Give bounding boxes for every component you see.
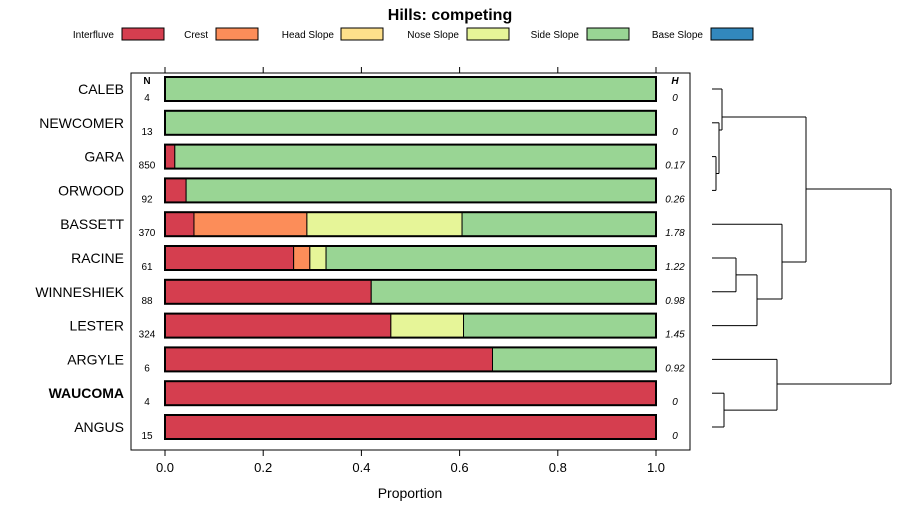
plot-border <box>130 72 691 451</box>
legend-swatch-1 <box>215 27 259 41</box>
h-value: 0.92 <box>665 363 685 374</box>
bar-orwood-interfluve <box>164 177 187 203</box>
bar-argyle-side-slope <box>491 346 657 372</box>
category-label: WAUCOMA <box>49 385 124 401</box>
bar-outline-winneshiek <box>164 278 657 305</box>
bar-angus-interfluve <box>164 414 657 440</box>
bar-outline-caleb <box>164 76 657 102</box>
bar-outline-lester <box>164 312 657 339</box>
x-tick-label: 0.6 <box>451 460 469 475</box>
category-label: LESTER <box>70 318 124 334</box>
bar-gara-side-slope <box>174 144 657 170</box>
n-value: 92 <box>141 194 153 205</box>
h-value: 1.78 <box>665 228 685 239</box>
category-label: NEWCOMER <box>39 115 124 131</box>
h-header: H <box>671 76 679 87</box>
x-tick-label: 0.2 <box>254 460 272 475</box>
legend-swatch-4 <box>586 27 630 41</box>
x-axis-label: Proportion <box>378 485 443 501</box>
n-value: 6 <box>144 363 150 374</box>
bar-bassett-side-slope <box>461 211 657 237</box>
bar-lester-nose-slope <box>390 313 465 339</box>
n-value: 13 <box>141 127 153 138</box>
legend-label-3: Nose Slope <box>407 30 459 41</box>
h-value: 0 <box>672 431 678 442</box>
bar-group <box>164 76 657 440</box>
n-value: 4 <box>144 93 150 104</box>
bar-orwood-side-slope <box>185 177 657 203</box>
bar-lester-side-slope <box>463 313 657 339</box>
legend-label-1: Crest <box>184 30 208 41</box>
bar-lester-interfluve <box>164 313 392 339</box>
bar-racine-nose-slope <box>309 245 327 271</box>
bar-racine-interfluve <box>164 245 295 271</box>
bar-winneshiek-side-slope <box>370 279 657 305</box>
bar-newcomer-side-slope <box>164 110 657 136</box>
legend-swatch-5 <box>710 27 754 41</box>
n-value: 4 <box>144 397 150 408</box>
bar-outline-gara <box>164 143 657 170</box>
category-label: ARGYLE <box>67 351 124 367</box>
n-labels: N 4 13 850 92 370 61 88 324 6 4 15 <box>139 76 156 442</box>
dendrogram <box>712 88 892 428</box>
category-label: GARA <box>84 149 124 165</box>
h-value: 1.22 <box>665 262 685 273</box>
category-label: RACINE <box>71 250 124 266</box>
h-value: 0.17 <box>665 161 685 172</box>
category-label: ORWOOD <box>58 182 124 198</box>
bar-outline-orwood <box>164 177 657 204</box>
legend-swatch-2 <box>340 27 384 41</box>
bar-outline-angus <box>164 414 657 440</box>
category-label: CALEB <box>78 81 124 97</box>
h-value: 0 <box>672 93 678 104</box>
n-value: 850 <box>139 161 156 172</box>
bar-outline-argyle <box>164 346 657 373</box>
x-axis-ticks: 0.0 0.2 0.4 0.6 0.8 1.0 <box>156 67 665 475</box>
bar-racine-side-slope <box>325 245 657 271</box>
bar-waucoma-interfluve <box>164 380 657 406</box>
n-value: 370 <box>139 228 156 239</box>
legend-swatch-3 <box>466 27 510 41</box>
h-value: 1.45 <box>665 330 685 341</box>
category-label: BASSETT <box>60 216 124 232</box>
legend: Interfluve Crest Head Slope Nose Slope Side … <box>73 27 754 41</box>
x-tick-label: 0.8 <box>549 460 567 475</box>
h-value: 0 <box>672 397 678 408</box>
category-label: WINNESHIEK <box>35 284 124 300</box>
h-value: 0.26 <box>665 194 685 205</box>
legend-swatch-0 <box>121 27 165 41</box>
bar-outline-bassett <box>164 211 657 238</box>
plot-area <box>130 72 691 451</box>
bar-outline-racine <box>164 245 657 271</box>
n-value: 61 <box>141 262 153 273</box>
bar-caleb-side-slope <box>164 76 657 102</box>
n-value: 324 <box>139 330 156 341</box>
category-label: ANGUS <box>74 419 124 435</box>
bar-gara-interfluve <box>164 144 176 170</box>
bar-racine-crest <box>293 245 311 271</box>
bar-argyle-interfluve <box>164 346 493 372</box>
bar-outline-waucoma <box>164 380 657 407</box>
bar-bassett-nose-slope <box>306 211 463 237</box>
category-labels: CALEB NEWCOMER GARA ORWOOD BASSETT RACINE WINN… <box>35 81 124 435</box>
bar-bassett-crest <box>193 211 308 237</box>
bar-winneshiek-interfluve <box>164 279 372 305</box>
legend-label-2: Head Slope <box>282 30 335 41</box>
h-value: 0.98 <box>665 296 685 307</box>
legend-label-0: Interfluve <box>73 30 115 41</box>
n-value: 88 <box>141 296 153 307</box>
x-tick-label: 1.0 <box>647 460 665 475</box>
h-value: 0 <box>672 127 678 138</box>
n-header: N <box>143 76 150 87</box>
legend-label-4: Side Slope <box>531 30 580 41</box>
chart-title: Hills: competing <box>388 7 512 24</box>
bar-outline-newcomer <box>164 109 657 136</box>
bar-bassett-interfluve <box>164 211 195 237</box>
x-tick-label: 0.0 <box>156 460 174 475</box>
legend-label-5: Base Slope <box>652 30 704 41</box>
x-tick-label: 0.4 <box>352 460 370 475</box>
h-labels: H 0 0 0.17 0.26 1.78 1.22 0.98 1.45 0.92 0 0 <box>665 76 685 442</box>
n-value: 15 <box>141 431 153 442</box>
